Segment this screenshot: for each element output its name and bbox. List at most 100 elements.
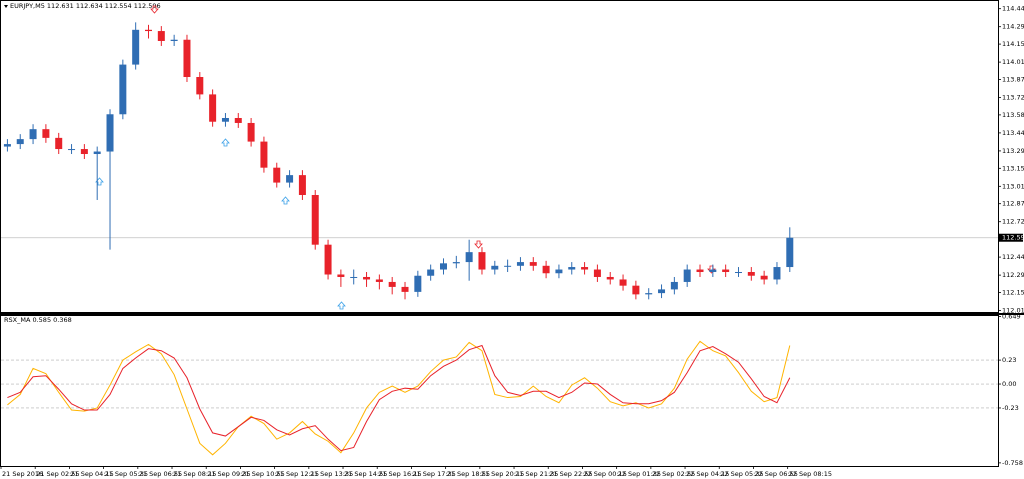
indicator-line: [7, 344, 791, 452]
candle-body: [183, 39, 191, 78]
x-tick-label: 21 Sep 04:15: [70, 470, 113, 478]
y-tick-label: 113.155: [1002, 164, 1024, 172]
x-tick-label: 21 Sep 09:35: [207, 470, 250, 478]
candle-body: [196, 77, 204, 95]
x-tick-label: 21 Sep 08:15: [173, 470, 216, 478]
candle-body: [29, 129, 37, 140]
candle-body: [465, 252, 473, 263]
candle-body: [593, 269, 601, 277]
x-tick-label: 22 Sep 06:55: [754, 470, 797, 478]
candle-body: [786, 237, 794, 268]
last-price-box: [999, 233, 1023, 242]
candle-body: [247, 122, 255, 142]
candle-body: [645, 293, 653, 295]
y-tick-label: 113.870: [1002, 75, 1024, 83]
buy-arrow: [281, 196, 290, 205]
candle-body: [773, 267, 781, 280]
x-tick-label: 21 Sep 21:35: [515, 470, 558, 478]
candle-body: [555, 269, 563, 274]
candle-body: [337, 274, 345, 277]
candle-body: [132, 29, 140, 65]
candle-body: [350, 276, 358, 278]
candle-body: [401, 286, 409, 292]
candle-body: [734, 272, 742, 274]
candle-body: [568, 267, 576, 270]
candle-body: [491, 265, 499, 270]
candle-body: [375, 279, 383, 282]
x-tick-label: 22 Sep 02:55: [652, 470, 695, 478]
y-tick-label: 0.23: [1002, 356, 1016, 364]
candle-body: [529, 262, 537, 266]
candle-body: [606, 276, 614, 280]
candle-body: [388, 281, 396, 287]
buy-arrow: [337, 301, 346, 310]
candle-body: [157, 31, 165, 41]
symbol-title: EURJPY,M5 112.631 112.634 112.554 112.59…: [10, 2, 161, 10]
candle-body: [709, 269, 717, 273]
candle-body: [42, 129, 50, 138]
x-tick-label: 21 Sep 13:35: [310, 470, 353, 478]
sell-arrow: [474, 240, 483, 249]
y-tick-label: 112.440: [1002, 253, 1024, 261]
x-tick-label: 21 Sep 16:15: [378, 470, 421, 478]
x-tick-label: 21 Sep 20:15: [481, 470, 524, 478]
candle-body: [670, 281, 678, 290]
candle-body: [747, 272, 755, 276]
y-tick-label: 0.649: [1002, 313, 1021, 321]
y-tick-label: 0.00: [1002, 380, 1016, 388]
x-tick-label: 21 Sep 14:55: [344, 470, 387, 478]
candle-body: [516, 262, 524, 266]
candle-body: [55, 137, 63, 150]
x-tick-label: 21 Sep 05:35: [105, 470, 148, 478]
y-tick-label: 114.010: [1002, 58, 1024, 66]
candle-body: [504, 265, 512, 267]
candle-body: [311, 195, 319, 245]
candle-body: [286, 175, 294, 183]
indicator-line: [7, 340, 791, 456]
candle-body: [324, 244, 332, 275]
y-tick-label: 113.295: [1002, 147, 1024, 155]
candle-body: [170, 39, 178, 41]
y-tick-label: 113.010: [1002, 182, 1024, 190]
candle-body: [696, 269, 704, 273]
candle-body: [581, 267, 589, 270]
candle-body: [144, 29, 152, 32]
x-tick-label: 21 Sep 18:55: [447, 470, 490, 478]
candle-body: [3, 144, 11, 147]
candle-body: [478, 252, 486, 270]
buy-arrow: [221, 138, 230, 147]
x-tick-label: 21 Sep 10:55: [241, 470, 284, 478]
y-tick-label: 113.585: [1002, 111, 1024, 119]
x-tick-label: 21 Sep 17:35: [412, 470, 455, 478]
candle-body: [68, 149, 76, 151]
candle-body: [619, 279, 627, 286]
last-price-label: 112.596: [1002, 234, 1024, 242]
candles: [3, 22, 794, 300]
x-tick-label: 22 Sep 04:15: [686, 470, 729, 478]
candle-body: [119, 64, 127, 115]
y-tick-label: 113.725: [1002, 94, 1024, 102]
x-tick-label: 21 Sep 06:55: [139, 470, 182, 478]
x-tick-label: 22 Sep 08:15: [789, 470, 832, 478]
y-tick-label: 114.440: [1002, 5, 1024, 13]
candle-body: [722, 269, 730, 273]
main-pane-frame: [0, 0, 999, 313]
y-tick-label: -0.23: [1002, 404, 1019, 412]
candle-body: [209, 94, 217, 122]
x-tick-label: 22 Sep 00:15: [583, 470, 626, 478]
indicator-pane-frame: [0, 315, 999, 467]
candle-body: [542, 265, 550, 274]
y-tick-label: 113.440: [1002, 129, 1024, 137]
x-tick-label: 21 Sep 12:15: [276, 470, 319, 478]
symbol-menu-arrow[interactable]: [4, 5, 8, 8]
candle-body: [760, 275, 768, 280]
candle-body: [106, 114, 114, 152]
y-tick-label: 112.295: [1002, 271, 1024, 279]
candle-body: [439, 263, 447, 270]
candle-body: [93, 151, 101, 155]
candle-body: [414, 275, 422, 292]
y-tick-label: 114.155: [1002, 40, 1024, 48]
candle-body: [452, 262, 460, 264]
x-tick-label: 21 Sep 2016: [2, 470, 43, 478]
